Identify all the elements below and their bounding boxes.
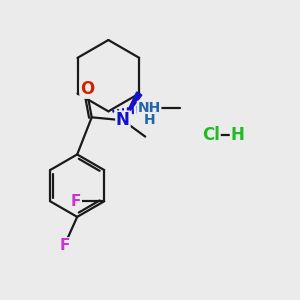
- Polygon shape: [123, 92, 142, 120]
- Text: H: H: [143, 113, 155, 127]
- Text: N: N: [116, 111, 130, 129]
- Text: F: F: [71, 194, 81, 209]
- Text: F: F: [60, 238, 70, 253]
- Text: O: O: [80, 80, 94, 98]
- Text: H: H: [231, 126, 244, 144]
- Text: Cl: Cl: [202, 126, 220, 144]
- Text: NH: NH: [137, 101, 161, 116]
